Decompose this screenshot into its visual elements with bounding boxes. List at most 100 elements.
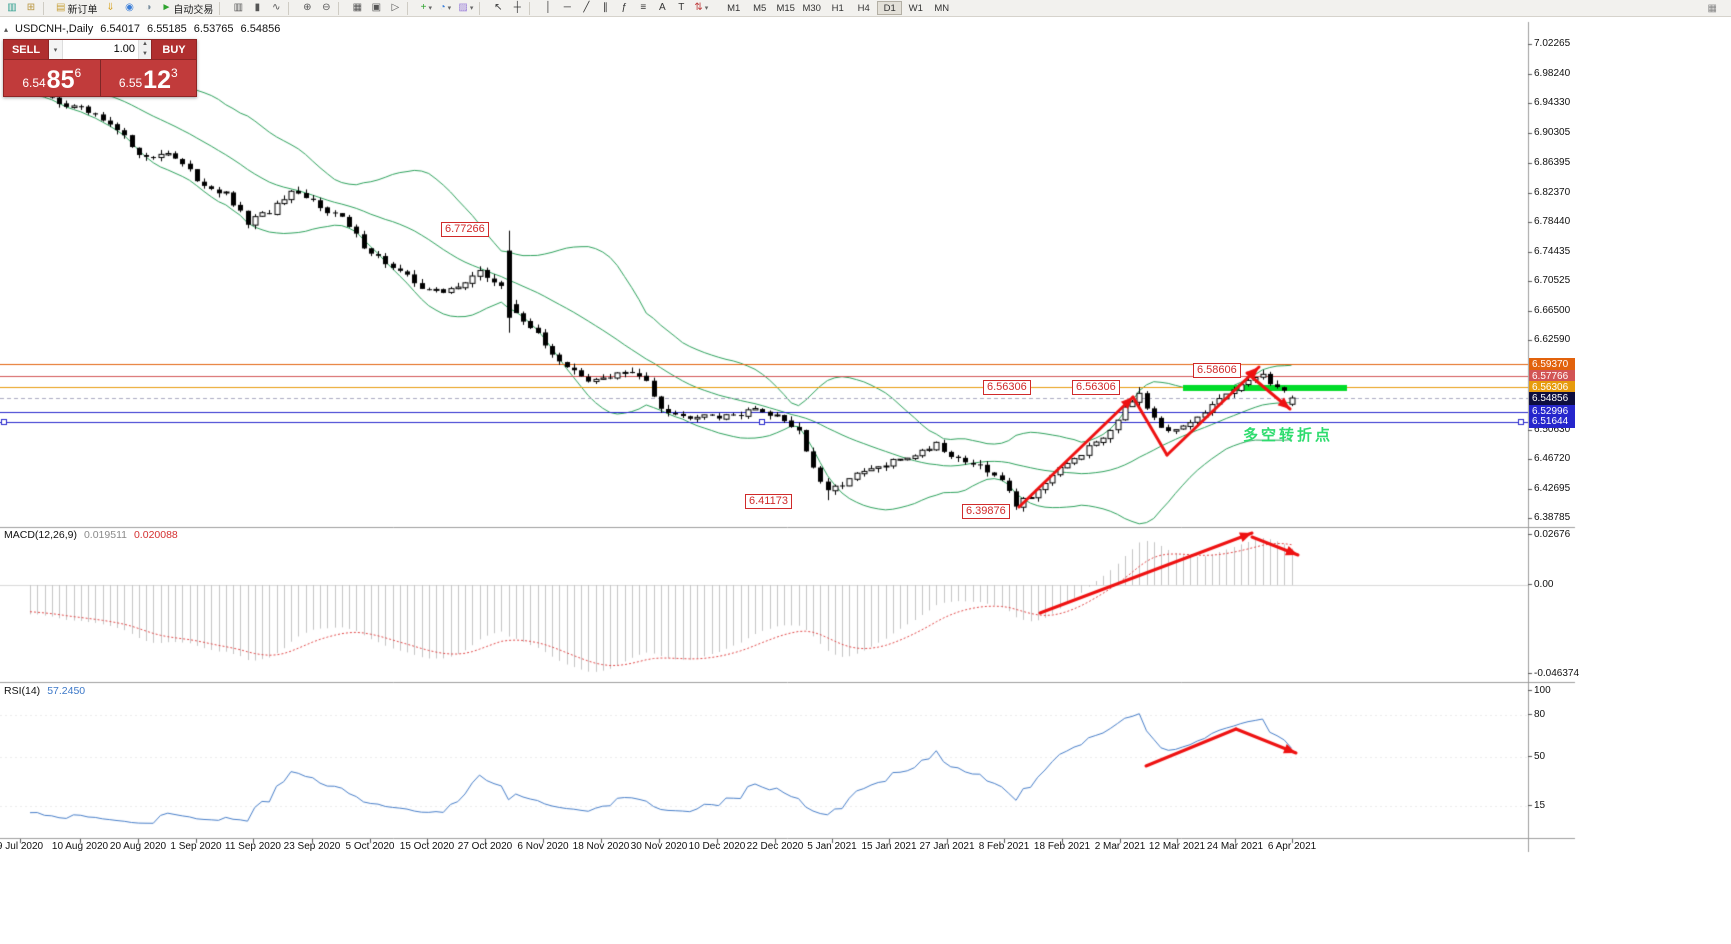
community-icon[interactable]: ◑ — [139, 1, 157, 16]
price-label-annotation[interactable]: 6.77266 — [441, 222, 489, 237]
buy-button[interactable]: BUY — [151, 40, 196, 59]
timeframe-button-mn[interactable]: MN — [934, 2, 950, 14]
trendline-icon: ╱ — [583, 2, 590, 13]
main-toolbar: ▥ ⊞ ▤ 新订单 ⇓ ◉ ◑ ► 自动交易 ▥ ▮ ∿ ⊕ ⊖ ▦ ▣ ▷ + ▾ ◔ ▾ ▨ ▾ ↖ ┼ │ ─ ╱ ∥ ƒ ≡ A T ⇅ ▾… — [0, 0, 1731, 17]
zoom-in-icon[interactable]: ⊕ — [298, 1, 316, 16]
history-download-icon[interactable]: ⇓ — [101, 1, 119, 16]
chart-window-icon[interactable]: ▥ — [3, 1, 21, 16]
zoom-out-icon: ⊖ — [322, 2, 331, 13]
date-label: 24 Mar 2021 — [1206, 841, 1264, 852]
price-label-annotation[interactable]: 6.39876 — [962, 504, 1010, 519]
price-marker-chip: 6.57766 — [1529, 369, 1575, 383]
templates-button[interactable]: ▨ ▾ — [455, 1, 476, 16]
timeframe-button-d1[interactable]: D1 — [877, 1, 903, 15]
cascade-windows-icon[interactable]: ▣ — [367, 1, 385, 16]
volume-dropdown-icon[interactable]: ▾ — [49, 40, 63, 59]
objects-list-icon[interactable]: ≡ — [634, 1, 652, 16]
timeframe-button-m1[interactable]: M1 — [727, 2, 741, 14]
toolbar-separator — [43, 1, 50, 15]
trendline-icon[interactable]: ╱ — [577, 1, 595, 16]
indicators-icon: + — [420, 2, 427, 13]
sell-price[interactable]: 6.54 85 6 — [4, 60, 101, 96]
channel-icon[interactable]: ∥ — [596, 1, 614, 16]
zoom-in-icon: ⊕ — [303, 2, 312, 13]
ohlc-high: 6.55185 — [147, 23, 187, 35]
price-axis-label: 7.02265 — [1534, 38, 1571, 49]
ohlc-low: 6.53765 — [193, 23, 234, 35]
price-axis-label: 6.62590 — [1534, 334, 1571, 346]
timeframe-button-m30[interactable]: M30 — [802, 2, 821, 14]
auto-scroll-icon[interactable]: ▷ — [386, 1, 404, 16]
indicators-button[interactable]: + ▾ — [417, 1, 435, 16]
macd-axis-label: 0.00 — [1534, 579, 1554, 590]
price-axis-label: 6.78440 — [1534, 215, 1571, 227]
timeframe-button-h4[interactable]: H4 — [857, 2, 870, 14]
bar-chart-type-icon[interactable]: ▥ — [229, 1, 247, 16]
dropdown-caret-icon: ▾ — [428, 5, 433, 12]
history-download-icon: ⇓ — [106, 2, 115, 13]
price-label-annotation[interactable]: 6.56306 — [983, 380, 1031, 395]
zoom-out-icon[interactable]: ⊖ — [317, 1, 335, 16]
macd-signal-value: 0.020088 — [133, 529, 178, 541]
text-label-icon[interactable]: T — [672, 1, 690, 16]
price-axis-label: 6.94330 — [1534, 97, 1571, 109]
arrows-tool-icon[interactable]: ⇅ ▾ — [691, 1, 711, 16]
price-axis-label: 6.98240 — [1534, 68, 1571, 80]
periods-button[interactable]: ◔ ▾ — [436, 1, 454, 16]
timeframe-button-w1[interactable]: W1 — [908, 2, 923, 14]
vertical-line-icon: │ — [545, 2, 552, 13]
fibonacci-icon[interactable]: ƒ — [615, 1, 633, 16]
toolbar-separator — [407, 1, 414, 15]
macd-axis-label: 0.02676 — [1534, 529, 1571, 540]
fibonacci-icon: ƒ — [621, 2, 628, 13]
vertical-line-icon[interactable]: │ — [539, 1, 557, 16]
sell-button[interactable]: SELL — [4, 40, 49, 59]
macd-name: MACD(12,26,9) — [4, 529, 77, 541]
price-axis-label: 6.82370 — [1534, 186, 1571, 198]
macd-indicator-label: MACD(12,26,9) 0.019511 0.020088 — [4, 529, 178, 541]
price-axis-label: 6.70525 — [1534, 275, 1571, 286]
mql5-market-icon[interactable]: ◉ — [120, 1, 138, 16]
profiles-icon[interactable]: ⊞ — [22, 1, 40, 16]
profiles-icon: ⊞ — [26, 2, 36, 13]
date-label: 18 Nov 2020 — [572, 841, 630, 852]
price-label-annotation[interactable]: 6.56306 — [1072, 380, 1120, 395]
timeframe-button-h1[interactable]: H1 — [831, 2, 844, 14]
channel-icon: ∥ — [602, 2, 608, 13]
date-label: 11 Sep 2020 — [225, 841, 281, 852]
volume-down-button[interactable]: ▼ — [139, 49, 151, 59]
auto-trading-button[interactable]: ► 自动交易 — [158, 1, 216, 16]
cursor-icon[interactable]: ↖ — [489, 1, 507, 16]
text-label-icon: T — [678, 2, 685, 13]
cascade-windows-icon: ▣ — [371, 2, 382, 13]
price-label-annotation[interactable]: 6.41173 — [745, 494, 792, 509]
chart-window-icon: ▥ — [7, 2, 17, 13]
toolbar-overflow-icon[interactable]: ▦ — [1707, 3, 1717, 14]
volume-up-button[interactable]: ▲ — [139, 40, 151, 50]
turning-point-annotation[interactable]: 多空转折点 — [1243, 427, 1334, 444]
line-chart-type-icon: ∿ — [272, 2, 281, 13]
new-order-button[interactable]: ▤ 新订单 — [53, 1, 100, 16]
date-label: 5 Jan 2021 — [807, 841, 857, 852]
date-label: 9 Jul 2020 — [0, 841, 44, 852]
text-icon[interactable]: A — [653, 1, 671, 16]
date-label: 2 Mar 2021 — [1094, 841, 1146, 852]
timeframe-button-m5[interactable]: M5 — [753, 2, 767, 14]
buy-price-fraction: 3 — [170, 66, 178, 80]
timeframe-button-m15[interactable]: M15 — [776, 2, 795, 14]
trade-panel-prices: 6.54 85 6 6.55 12 3 — [4, 60, 196, 96]
buy-price[interactable]: 6.55 12 3 — [101, 60, 197, 96]
candlestick-type-icon[interactable]: ▮ — [248, 1, 266, 16]
toolbar-icon-group: ▥ ⊞ ▤ 新订单 ⇓ ◉ ◑ ► 自动交易 ▥ ▮ ∿ ⊕ ⊖ ▦ ▣ ▷ + ▾ ◔ ▾ ▨ ▾ ↖ ┼ │ ─ ╱ ∥ ƒ ≡ A T ⇅ ▾ — [3, 1, 711, 16]
chart-symbol: USDCNH-,Daily — [15, 23, 94, 35]
crosshair-icon[interactable]: ┼ — [508, 1, 526, 16]
one-click-trading-panel: SELL ▾ 1.00 ▲ ▼ BUY 6.54 85 6 6.55 12 3 — [3, 39, 197, 97]
horizontal-line-icon[interactable]: ─ — [558, 1, 576, 16]
tile-windows-icon[interactable]: ▦ — [348, 1, 366, 16]
line-chart-type-icon[interactable]: ∿ — [267, 1, 285, 16]
price-axis-label: 6.46720 — [1534, 452, 1571, 464]
volume-input[interactable]: 1.00 — [113, 43, 135, 55]
price-label-annotation[interactable]: 6.58606 — [1193, 363, 1241, 378]
auto-trading-icon: ► — [161, 2, 172, 13]
